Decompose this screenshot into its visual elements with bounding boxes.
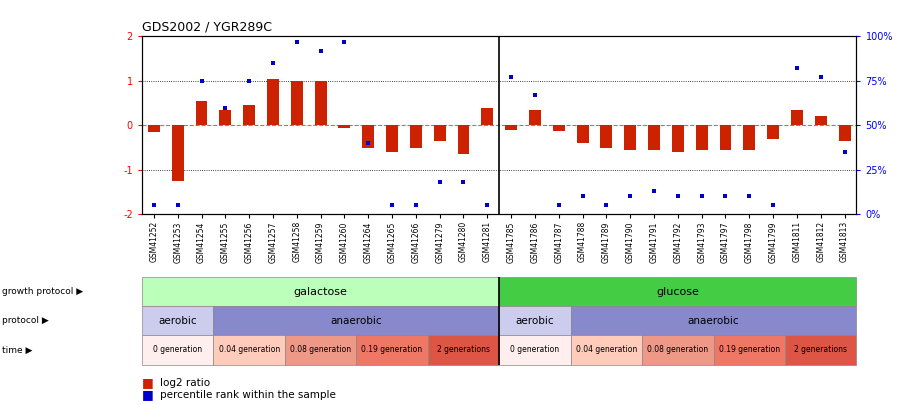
Text: protocol ▶: protocol ▶	[2, 316, 49, 325]
Bar	[290, 81, 302, 125]
Text: 0.08 generation: 0.08 generation	[648, 345, 708, 354]
Text: 0.19 generation: 0.19 generation	[362, 345, 422, 354]
Text: 0.19 generation: 0.19 generation	[719, 345, 780, 354]
Bar	[314, 81, 326, 125]
Bar	[791, 110, 802, 125]
Bar	[147, 125, 159, 132]
Text: time ▶: time ▶	[2, 345, 32, 354]
Bar	[642, 335, 714, 364]
Bar	[457, 125, 469, 154]
Bar	[624, 125, 636, 150]
Bar	[499, 306, 571, 335]
Bar	[671, 125, 683, 152]
Text: galactose: galactose	[294, 287, 347, 296]
Text: log2 ratio: log2 ratio	[160, 378, 211, 388]
Bar	[433, 125, 445, 141]
Text: anaerobic: anaerobic	[688, 316, 739, 326]
Bar	[814, 117, 826, 125]
Bar	[499, 335, 571, 364]
Text: growth protocol ▶: growth protocol ▶	[2, 287, 83, 296]
Bar	[213, 335, 285, 364]
Bar	[552, 125, 564, 131]
Bar	[714, 335, 785, 364]
Bar	[142, 306, 213, 335]
Text: aerobic: aerobic	[158, 316, 197, 326]
Bar	[267, 79, 278, 125]
Bar	[506, 125, 517, 130]
Bar	[213, 306, 499, 335]
Bar	[482, 108, 493, 125]
Bar	[142, 335, 213, 364]
Text: 0.04 generation: 0.04 generation	[219, 345, 279, 354]
Text: aerobic: aerobic	[516, 316, 554, 326]
Bar	[571, 306, 856, 335]
Bar	[285, 335, 356, 364]
Bar	[695, 125, 707, 150]
Bar	[571, 335, 642, 364]
Bar	[529, 110, 540, 125]
Text: percentile rank within the sample: percentile rank within the sample	[160, 390, 336, 400]
Bar	[577, 125, 588, 143]
Text: glucose: glucose	[657, 287, 699, 296]
Bar	[648, 125, 660, 150]
Bar	[838, 125, 850, 141]
Bar	[142, 277, 499, 306]
Text: 0 generation: 0 generation	[153, 345, 202, 354]
Text: anaerobic: anaerobic	[331, 316, 382, 326]
Bar	[356, 335, 428, 364]
Text: ■: ■	[142, 388, 154, 401]
Bar	[362, 125, 374, 147]
Bar	[386, 125, 398, 152]
Bar	[219, 110, 231, 125]
Bar	[195, 101, 207, 125]
Bar	[243, 105, 255, 125]
Bar	[409, 125, 421, 147]
Text: 0.08 generation: 0.08 generation	[290, 345, 351, 354]
Bar	[743, 125, 755, 150]
Text: 0.04 generation: 0.04 generation	[576, 345, 637, 354]
Bar	[428, 335, 499, 364]
Bar	[767, 125, 779, 139]
Bar	[499, 277, 856, 306]
Text: 2 generations: 2 generations	[794, 345, 847, 354]
Text: 0 generation: 0 generation	[510, 345, 560, 354]
Bar	[171, 125, 183, 181]
Bar	[785, 335, 856, 364]
Bar	[600, 125, 612, 147]
Text: ■: ■	[142, 376, 154, 389]
Text: 2 generations: 2 generations	[437, 345, 490, 354]
Bar	[338, 125, 350, 128]
Bar	[719, 125, 731, 150]
Text: GDS2002 / YGR289C: GDS2002 / YGR289C	[142, 21, 272, 34]
